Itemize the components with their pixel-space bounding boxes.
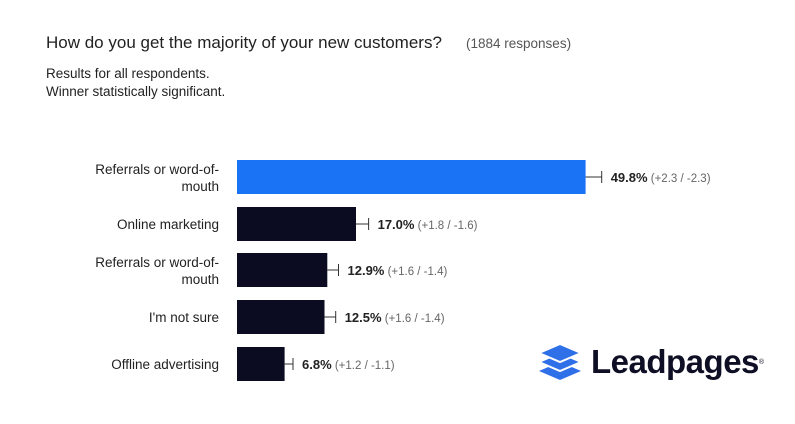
category-label: Referrals or word-of-mouth	[95, 255, 219, 287]
category-label: Offline advertising	[111, 357, 219, 372]
category-label: Online marketing	[117, 217, 219, 232]
value-label: 12.9% (+1.6 / -1.4)	[348, 263, 448, 278]
logo-registered: ®	[758, 358, 765, 366]
value-label: 49.8% (+2.3 / -2.3)	[611, 170, 711, 185]
value-label: 12.5% (+1.6 / -1.4)	[345, 310, 445, 325]
error-label: (+1.2 / -1.1)	[332, 360, 395, 372]
logo-text: Leadpages	[591, 343, 759, 380]
category-label: I'm not sure	[149, 310, 219, 325]
error-label: (+1.6 / -1.4)	[382, 313, 445, 325]
bar	[237, 253, 328, 287]
bar	[237, 347, 285, 381]
bar	[237, 160, 586, 194]
error-label: (+1.8 / -1.6)	[414, 220, 477, 232]
subtitle-line-1: Results for all respondents.	[46, 66, 210, 81]
error-label: (+2.3 / -2.3)	[648, 173, 711, 185]
response-count: (1884 responses)	[466, 36, 572, 51]
subtitle-line-2: Winner statistically significant.	[46, 84, 226, 99]
chart-title: How do you get the majority of your new …	[46, 33, 442, 52]
leadpages-logo: Leadpages ®	[537, 343, 764, 381]
bar	[237, 300, 325, 334]
error-label: (+1.6 / -1.4)	[384, 266, 447, 278]
bar	[237, 207, 356, 241]
value-label: 17.0% (+1.8 / -1.6)	[378, 217, 478, 232]
layers-icon	[537, 344, 583, 380]
category-label: Referrals or word-of-mouth	[95, 162, 219, 194]
value-label: 6.8% (+1.2 / -1.1)	[302, 357, 395, 372]
